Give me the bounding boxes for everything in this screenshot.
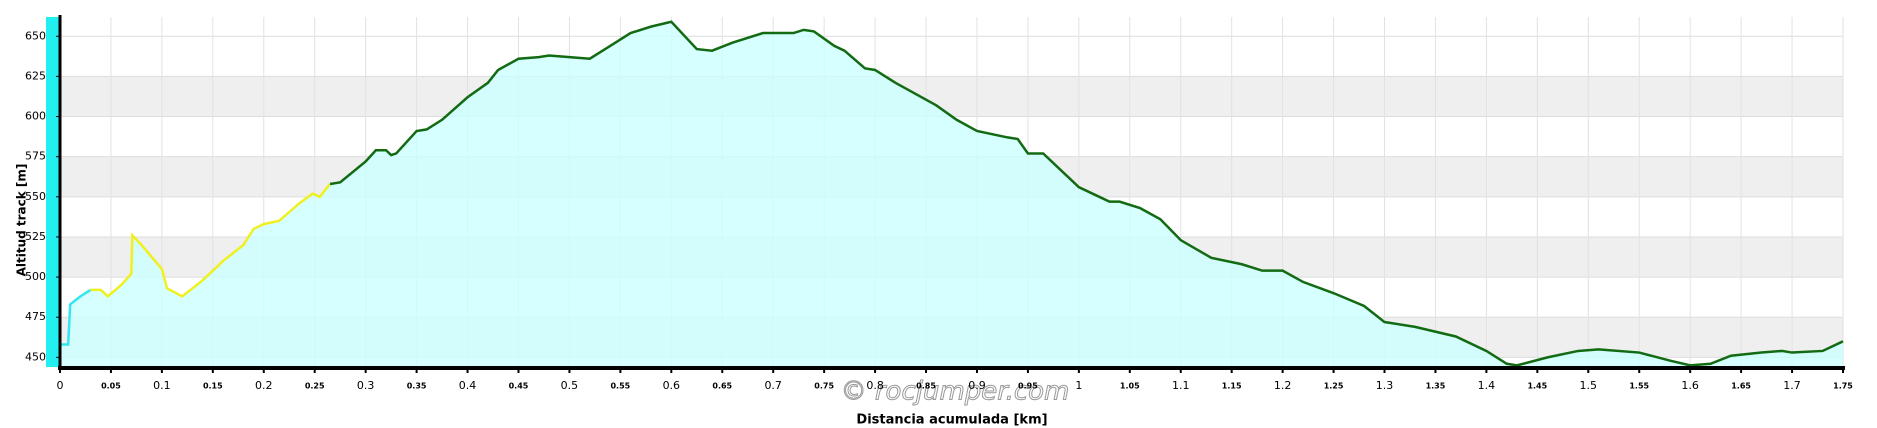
x-tick-label: 1.3	[1376, 379, 1394, 392]
area-fill	[90, 183, 330, 367]
x-tick-label: 0.9	[968, 379, 986, 392]
x-tick-label: 1.45	[1527, 382, 1547, 391]
area-fill	[329, 21, 1844, 367]
x-tick-label: 1.05	[1120, 382, 1140, 391]
x-tick-label: 0.5	[561, 379, 579, 392]
grid-band	[60, 76, 1843, 117]
x-tick-label: 0.6	[663, 379, 681, 392]
watermark: © rocjumper.com	[841, 377, 1070, 407]
axis-strip	[46, 17, 60, 367]
x-tick-label: 0.45	[509, 382, 529, 391]
x-tick-label: 0.35	[407, 382, 427, 391]
x-tick-label: 0.75	[814, 382, 834, 391]
plot	[60, 20, 1844, 367]
x-tick-label: 1.65	[1731, 382, 1751, 391]
profile-line	[329, 20, 1844, 367]
x-tick-label: 0.15	[203, 382, 223, 391]
profile-line	[90, 183, 331, 299]
y-tick-label: 500	[25, 270, 46, 283]
profile-line	[60, 288, 92, 346]
x-tick-label: 0.55	[610, 382, 630, 391]
y-axis-label: Altitud track [m]	[15, 164, 29, 277]
x-tick-label: 0.2	[255, 379, 273, 392]
x-tick-label: 1.55	[1629, 382, 1649, 391]
x-tick-label: 1.75	[1833, 382, 1853, 391]
x-tick-label: 0.1	[153, 379, 171, 392]
x-tick-label: 1.5	[1580, 379, 1598, 392]
y-tick-label: 550	[25, 190, 46, 203]
x-tick-label: 0.7	[764, 379, 782, 392]
x-axis-label: Distancia acumulada [km]	[856, 413, 1047, 428]
x-tick-label: 1.15	[1222, 382, 1242, 391]
x-tick-label: 1.25	[1324, 382, 1344, 391]
x-tick-label: 0.25	[305, 382, 325, 391]
x-tick-label: 0.05	[101, 382, 121, 391]
x-tick-label: 0.85	[916, 382, 936, 391]
x-tick-label: 0.4	[459, 379, 477, 392]
y-tick-label: 450	[25, 350, 46, 363]
y-tick-label: 600	[25, 110, 46, 123]
y-tick-label: 525	[25, 230, 46, 243]
x-tick-label: 1.7	[1783, 379, 1801, 392]
x-tick-label: 0.3	[357, 379, 375, 392]
area-fill	[60, 289, 91, 367]
x-tick-label: 0.8	[866, 379, 884, 392]
x-tick-label: 1.4	[1478, 379, 1496, 392]
y-tick-label: 650	[25, 29, 46, 42]
x-tick-label: 1.2	[1274, 379, 1292, 392]
y-tick-label: 475	[25, 310, 46, 323]
x-tick-label: 1.1	[1172, 379, 1190, 392]
x-tick-label: 1	[1075, 379, 1082, 392]
x-tick-label: 1.6	[1681, 379, 1699, 392]
x-tick-label: 0	[57, 379, 64, 392]
x-tick-label: 0.95	[1018, 382, 1038, 391]
x-tick-label: 1.35	[1426, 382, 1446, 391]
y-tick-label: 575	[25, 150, 46, 163]
y-tick-label: 625	[25, 69, 46, 82]
x-tick-label: 0.65	[712, 382, 732, 391]
